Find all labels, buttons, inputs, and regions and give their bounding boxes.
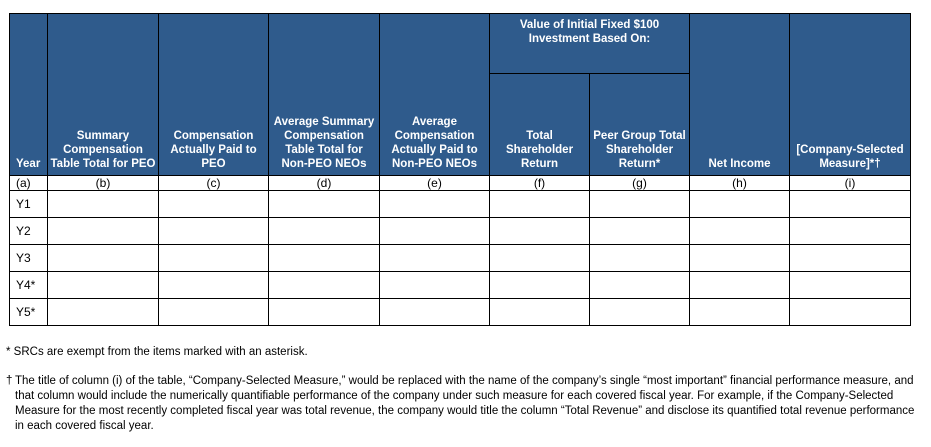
table-cell	[589, 217, 690, 245]
table-cell	[589, 271, 690, 299]
table-cell	[268, 298, 380, 326]
table-cell	[789, 271, 911, 299]
table-cell	[158, 217, 269, 245]
letter-g: (g)	[589, 175, 690, 191]
table-cell	[589, 190, 690, 218]
table-cell	[379, 271, 490, 299]
header-tsr: Total Shareholder Return	[489, 73, 590, 176]
table-cell	[589, 244, 690, 272]
letter-row: (a) (b) (c) (d) (e) (f) (g) (h) (i)	[9, 175, 911, 191]
header-investment-group: Value of Initial Fixed $100 Investment B…	[489, 13, 690, 74]
table-cell	[589, 298, 690, 326]
letter-h: (h)	[689, 175, 790, 191]
table-cell	[689, 217, 790, 245]
row-year: Y1	[9, 190, 48, 218]
table-cell	[489, 190, 590, 218]
table-cell	[789, 298, 911, 326]
table-cell	[158, 244, 269, 272]
footnote-src-exempt: * SRCs are exempt from the items marked …	[6, 346, 308, 358]
table-cell	[379, 190, 490, 218]
header-cap-peo: Compensation Actually Paid to PEO	[158, 13, 269, 176]
header-avg-cap-neo: Average Compensation Actually Paid to No…	[379, 13, 490, 176]
table-cell	[268, 271, 380, 299]
table-cell	[47, 217, 159, 245]
footnote-dagger-text: The title of column (i) of the table, “C…	[15, 375, 915, 432]
header-year: Year	[9, 13, 48, 176]
table-cell	[689, 271, 790, 299]
letter-d: (d)	[268, 175, 380, 191]
table-cell	[489, 298, 590, 326]
table-cell	[789, 244, 911, 272]
letter-a: (a)	[9, 175, 48, 191]
table-cell	[268, 190, 380, 218]
header-avg-sct-neo: Average Summary Compensation Table Total…	[268, 13, 380, 176]
header-net-income: Net Income	[689, 13, 790, 176]
table-cell	[489, 271, 590, 299]
row-year: Y5*	[9, 298, 48, 326]
pay-versus-performance-table: Year Summary Compensation Table Total fo…	[9, 13, 911, 326]
table-cell	[489, 244, 590, 272]
table-row: Y2	[9, 217, 911, 245]
table-cell	[489, 217, 590, 245]
table-cell	[158, 271, 269, 299]
table-cell	[158, 190, 269, 218]
table-cell	[268, 217, 380, 245]
table-cell	[158, 298, 269, 326]
table-cell	[789, 190, 911, 218]
letter-c: (c)	[158, 175, 269, 191]
row-year: Y2	[9, 217, 48, 245]
table-cell	[47, 271, 159, 299]
table-cell	[689, 298, 790, 326]
table-cell	[379, 217, 490, 245]
table-row: Y5*	[9, 298, 911, 326]
table-cell	[789, 217, 911, 245]
header-sct-total-peo: Summary Compensation Table Total for PEO	[47, 13, 159, 176]
table-cell	[47, 190, 159, 218]
pay-versus-performance-table-wrap: Year Summary Compensation Table Total fo…	[9, 13, 911, 326]
table-cell	[47, 244, 159, 272]
letter-e: (e)	[379, 175, 490, 191]
letter-b: (b)	[47, 175, 159, 191]
header-company-selected-measure: [Company-Selected Measure]*†	[789, 13, 911, 176]
table-row: Y3	[9, 244, 911, 272]
table-cell	[689, 190, 790, 218]
table-cell	[379, 298, 490, 326]
table-cell	[379, 244, 490, 272]
dagger-mark: †	[6, 375, 13, 387]
letter-i: (i)	[789, 175, 911, 191]
footnote-company-selected-measure: † The title of column (i) of the table, …	[6, 374, 921, 434]
header-peer-tsr: Peer Group Total Shareholder Return*	[589, 73, 690, 176]
table-row: Y1	[9, 190, 911, 218]
row-year: Y3	[9, 244, 48, 272]
letter-f: (f)	[489, 175, 590, 191]
table-cell	[689, 244, 790, 272]
table-cell	[268, 244, 380, 272]
row-year: Y4*	[9, 271, 48, 299]
table-row: Y4*	[9, 271, 911, 299]
table-cell	[47, 298, 159, 326]
